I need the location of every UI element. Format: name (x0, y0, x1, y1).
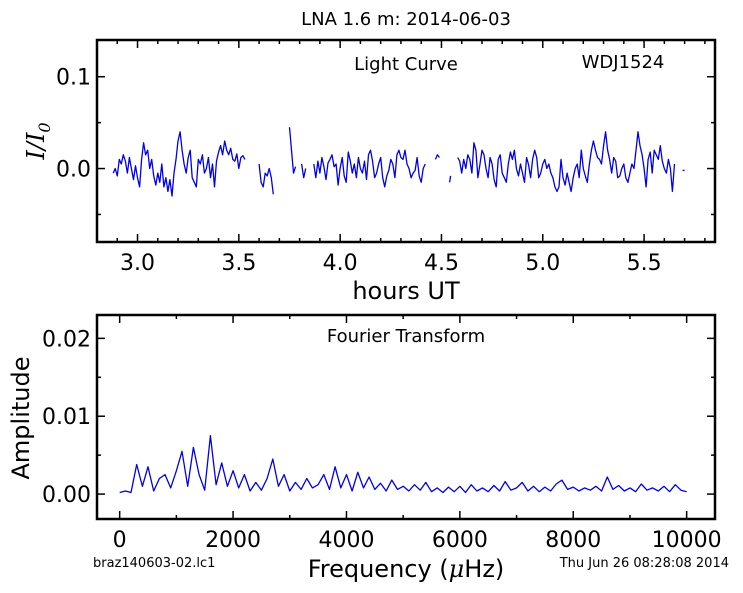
light-curve-segment (300, 163, 307, 179)
x-tick-label: 5.5 (627, 251, 662, 276)
fourier-panel: 0 2000 4000 6000 8000 10000 0.02 0.01 0.00 Four… (7, 313, 722, 583)
light-curve-segment (448, 175, 452, 183)
fourier-amplitude-line (119, 435, 687, 494)
x-tick-label: 4.5 (424, 251, 459, 276)
fourier-ticks (97, 315, 715, 519)
light-curve-ytick-labels: 0.1 0.0 (56, 66, 91, 183)
x-tick-label: 4.0 (323, 251, 358, 276)
y-tick-label: 0.00 (42, 483, 91, 508)
object-label: WDJ1524 (582, 52, 665, 73)
light-curve-segment (313, 149, 426, 188)
light-curve-segment (258, 163, 274, 195)
light-curve-annotation: Light Curve (354, 54, 458, 75)
footer-filename: braz140603-02.lc1 (93, 556, 215, 571)
x-tick-label: 4000 (318, 528, 374, 553)
light-curve-series (112, 127, 685, 197)
light-curve-frame (95, 38, 717, 244)
light-curve-xlabel: hours UT (352, 277, 460, 305)
y-tick-label: 0.1 (56, 66, 91, 91)
y-tick-label: 0.0 (56, 158, 91, 183)
light-curve-ticks (97, 40, 715, 242)
y-tick-label: 0.02 (42, 327, 91, 352)
x-tick-label: 0 (113, 528, 127, 553)
light-curve-ylabel: I/I0 (22, 122, 54, 160)
y-tick-label: 0.01 (42, 405, 91, 430)
x-tick-label: 6000 (432, 528, 488, 553)
x-tick-label: 3.0 (120, 251, 155, 276)
x-tick-label: 5.0 (525, 251, 560, 276)
light-curve-segment (434, 154, 440, 160)
fourier-xtick-labels: 0 2000 4000 6000 8000 10000 (113, 528, 722, 553)
x-tick-label: 3.5 (221, 251, 256, 276)
figure-title: LNA 1.6 m: 2014-06-03 (301, 9, 511, 30)
x-tick-label: 10000 (652, 528, 722, 553)
x-tick-label: 2000 (205, 528, 261, 553)
fourier-xlabel: Frequency (μHz) (308, 555, 505, 583)
fourier-ylabel: Amplitude (7, 357, 35, 480)
fourier-annotation: Fourier Transform (327, 326, 485, 347)
fourier-series (119, 435, 687, 494)
light-curve-segment (288, 127, 297, 174)
light-curve-xtick-labels: 3.0 3.5 4.0 4.5 5.0 5.5 (120, 251, 662, 276)
light-curve-segment (112, 131, 246, 197)
footer-timestamp: Thu Jun 26 08:28:08 2014 (559, 556, 729, 571)
fourier-frame (95, 313, 717, 521)
light-curve-panel: 3.0 3.5 4.0 4.5 5.0 5.5 0.1 0.0 Light Curve WD… (22, 38, 717, 305)
light-curve-segment (457, 131, 676, 193)
x-tick-label: 8000 (545, 528, 601, 553)
fourier-ytick-labels: 0.02 0.01 0.00 (42, 327, 91, 508)
